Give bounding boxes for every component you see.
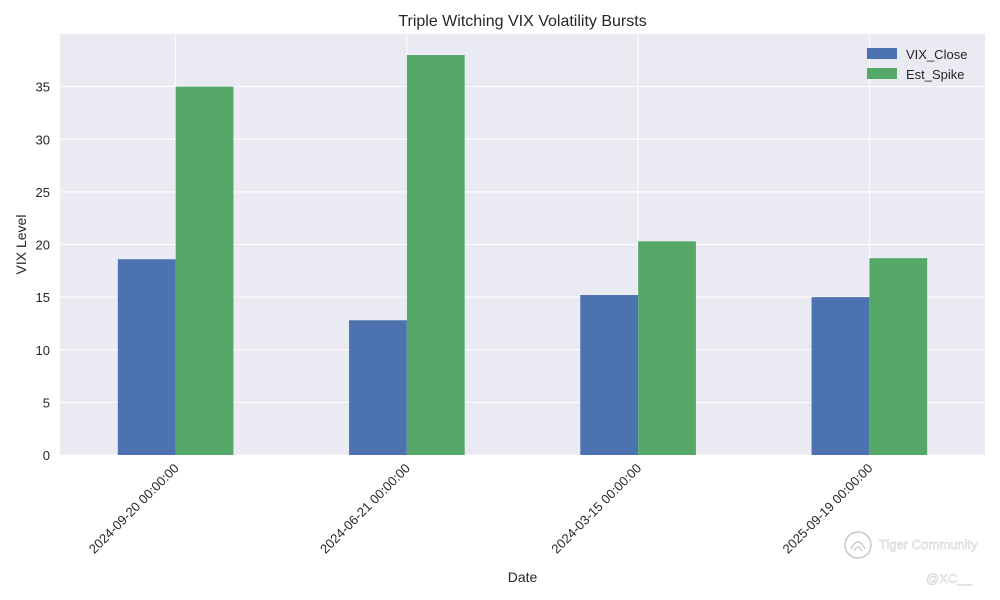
bar-vix-close xyxy=(349,320,407,455)
x-tick-label: 2024-09-20 00:00:00 xyxy=(86,461,182,557)
x-tick-label: 2025-09-19 00:00:00 xyxy=(780,461,876,557)
bar-vix-close xyxy=(117,259,176,455)
legend-swatch xyxy=(867,48,897,59)
y-axis-ticks: 0 5 10 15 20 25 30 35 xyxy=(36,80,50,463)
x-tick-label: 2024-03-15 00:00:00 xyxy=(548,461,644,557)
bar-est-spike xyxy=(638,241,696,455)
y-axis-label: VIX Level xyxy=(13,215,29,275)
y-tick-label: 0 xyxy=(43,448,50,463)
bar-vix-close xyxy=(580,295,639,455)
x-axis-ticks: 2024-09-20 00:00:00 2024-06-21 00:00:00 20… xyxy=(86,461,876,557)
x-tick-label: 2024-06-21 00:00:00 xyxy=(317,461,413,557)
y-tick-label: 25 xyxy=(36,185,50,200)
x-axis-label: Date xyxy=(508,569,538,585)
bars-group xyxy=(117,55,928,456)
watermark-brand: Tiger Community xyxy=(879,537,978,552)
legend-swatch xyxy=(867,68,897,79)
y-tick-label: 35 xyxy=(36,80,50,95)
watermark-handle: @XC__ xyxy=(926,571,972,586)
y-tick-label: 10 xyxy=(36,343,50,358)
chart-title: Triple Witching VIX Volatility Bursts xyxy=(398,13,646,30)
legend-label: VIX_Close xyxy=(906,47,967,62)
y-tick-label: 15 xyxy=(36,290,50,305)
bar-vix-close xyxy=(811,297,870,455)
tiger-logo-icon xyxy=(844,531,872,559)
legend-label: Est_Spike xyxy=(906,67,965,82)
legend: VIX_Close Est_Spike xyxy=(867,47,967,82)
bar-est-spike xyxy=(175,86,234,455)
y-tick-label: 5 xyxy=(43,395,50,410)
bar-est-spike xyxy=(869,258,928,455)
watermark: Tiger Community @XC__ xyxy=(844,531,978,586)
bar-est-spike xyxy=(406,55,465,456)
y-tick-label: 30 xyxy=(36,132,50,147)
y-tick-label: 20 xyxy=(36,238,50,253)
